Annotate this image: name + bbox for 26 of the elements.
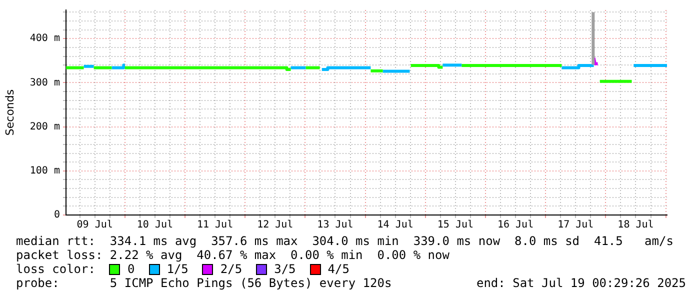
x-tick-label: 10 Jul bbox=[136, 220, 173, 231]
x-tick-label: 14 Jul bbox=[377, 220, 414, 231]
legend-label: 3/5 bbox=[274, 262, 296, 276]
legend-label: 1/5 bbox=[166, 262, 188, 276]
text: packet loss: 2.22 % avg 40.67 % max 0.00 % min 0.00 % now bbox=[16, 248, 450, 262]
y-tick-label: 0 bbox=[54, 210, 60, 221]
legend-title: loss color: bbox=[16, 262, 96, 276]
x-tick-label: 11 Jul bbox=[196, 220, 234, 231]
y-tick-label: 100 m bbox=[30, 166, 60, 177]
x-tick-label: 13 Jul bbox=[317, 220, 354, 231]
y-tick-label: 400 m bbox=[30, 33, 60, 44]
y-tick-label: 300 m bbox=[30, 77, 60, 88]
x-tick-label: 12 Jul bbox=[257, 220, 294, 231]
x-tick-label: 17 Jul bbox=[558, 220, 594, 231]
y-axis-title: Seconds bbox=[3, 89, 16, 136]
x-tick-label: 09 Jul bbox=[76, 220, 113, 231]
legend-label: 2/5 bbox=[220, 262, 242, 276]
legend-label: 4/5 bbox=[328, 262, 350, 276]
legend-label: 0 bbox=[127, 262, 135, 276]
text: median rtt: 334.1 ms avg 357.6 ms max 304.0 ms min 339.0 ms now 8.0 ms sd 41.5 am/s bbox=[16, 234, 674, 248]
x-tick-label: 16 Jul bbox=[497, 220, 534, 231]
x-tick-label: 18 Jul bbox=[618, 220, 654, 231]
text: end: Sat Jul 19 00:29:26 2025 bbox=[476, 276, 686, 290]
y-tick-label: 200 m bbox=[30, 121, 60, 132]
text: probe: 5 ICMP Echo Pings (56 Bytes) every 120s bbox=[16, 276, 392, 290]
x-tick-label: 15 Jul bbox=[437, 220, 474, 231]
